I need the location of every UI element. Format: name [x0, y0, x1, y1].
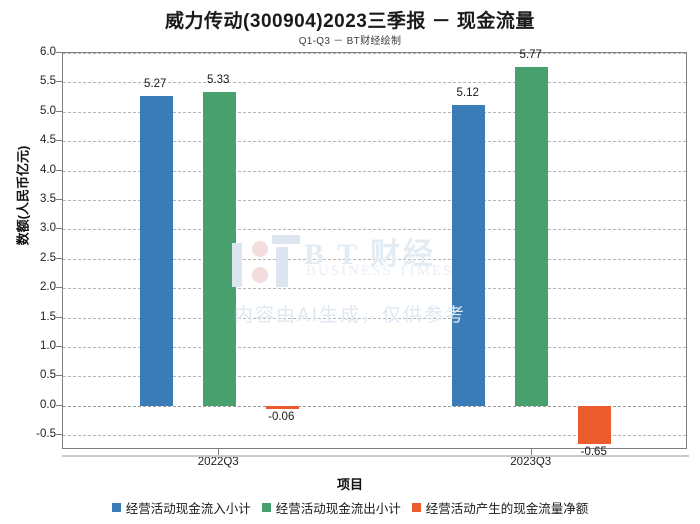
bar[interactable] [202, 92, 236, 406]
legend-swatch-icon [111, 503, 121, 512]
y-axis-tick-mark [56, 316, 62, 318]
y-axis-tick-mark [56, 169, 62, 171]
y-axis-tick-mark [56, 287, 62, 289]
y-axis-tick-label: 3.0 [40, 222, 56, 235]
bar-value-label: 5.33 [207, 74, 230, 87]
y-axis-tick-label: 2.0 [40, 281, 56, 294]
y-axis-tick-mark [56, 228, 62, 230]
legend-label: 经营活动现金流入小计 [125, 502, 251, 516]
bar-value-label: 5.77 [519, 48, 542, 61]
legend: 经营活动现金流入小计 经营活动现金流出小计 经营活动产生的现金流量净额 [0, 498, 700, 517]
y-axis-tick-mark [56, 140, 62, 142]
y-axis-tick-label: 6.0 [40, 46, 56, 58]
gridline [63, 229, 686, 231]
x-axis-tick-mark [218, 449, 220, 455]
y-axis-tick-label: 3.5 [40, 193, 56, 206]
gridline [63, 317, 686, 319]
x-axis-tick-label: 2023Q3 [510, 456, 552, 468]
chart-subtitle: Q1-Q3 － BT财经绘制 [298, 36, 402, 47]
gridline [63, 170, 686, 172]
bar-value-label: 5.27 [144, 77, 167, 90]
bar-value-label: 5.12 [456, 86, 479, 99]
y-axis-tick-mark [56, 375, 62, 377]
bottom-rule [62, 455, 689, 457]
legend-label: 经营活动现金流出小计 [275, 502, 401, 516]
y-axis-tick-mark [56, 81, 62, 83]
y-axis-tick-label: 1.0 [40, 340, 56, 353]
plot-area [62, 52, 687, 449]
legend-item[interactable]: 经营活动现金流入小计 [111, 498, 251, 517]
bar-value-label: -0.06 [268, 411, 295, 424]
y-axis-tick-label: 5.0 [40, 104, 56, 117]
gridline [63, 405, 686, 407]
x-axis-tick-mark [530, 449, 532, 455]
y-axis-tick-mark [56, 199, 62, 201]
x-axis-tick-label: 2022Q3 [197, 456, 239, 468]
legend-swatch-icon [261, 503, 271, 512]
gridline [63, 53, 686, 54]
y-axis-tick-mark [56, 52, 62, 53]
y-axis-tick-label: 0.5 [40, 369, 56, 382]
gridline [63, 288, 686, 290]
legend-swatch-icon [411, 503, 421, 512]
y-axis-tick-label: 4.5 [40, 134, 56, 147]
gridline [63, 82, 686, 84]
gridline [63, 141, 686, 143]
y-axis-tick-mark [56, 257, 62, 259]
chart-title: 威力传动(300904)2023三季报 － 现金流量 [165, 11, 535, 32]
gridline [63, 376, 686, 378]
bar[interactable] [578, 405, 612, 445]
gridline [63, 111, 686, 113]
gridline [63, 258, 686, 260]
y-axis-tick-mark [56, 404, 62, 406]
x-axis-label: 项目 [336, 477, 363, 492]
y-axis-tick-mark [56, 434, 62, 436]
y-axis-tick-label: -0.5 [36, 428, 56, 441]
gridline [63, 347, 686, 349]
y-axis-tick-label: 5.5 [40, 75, 56, 88]
bar[interactable] [265, 405, 299, 410]
y-axis-tick-label: 1.5 [40, 310, 56, 323]
y-axis-tick-mark [56, 110, 62, 112]
legend-item[interactable]: 经营活动产生的现金流量净额 [411, 498, 589, 517]
bar[interactable] [452, 104, 486, 406]
y-axis-tick-mark [56, 346, 62, 348]
bar[interactable] [515, 66, 549, 406]
gridline [63, 200, 686, 202]
y-axis-tick-label: 0.0 [40, 398, 56, 411]
y-axis-tick-label: 2.5 [40, 251, 56, 264]
legend-item[interactable]: 经营活动现金流出小计 [261, 498, 401, 517]
y-axis-tick-label: 4.0 [40, 163, 56, 176]
legend-label: 经营活动产生的现金流量净额 [425, 502, 589, 516]
gridline [63, 435, 686, 437]
bar[interactable] [139, 95, 173, 406]
